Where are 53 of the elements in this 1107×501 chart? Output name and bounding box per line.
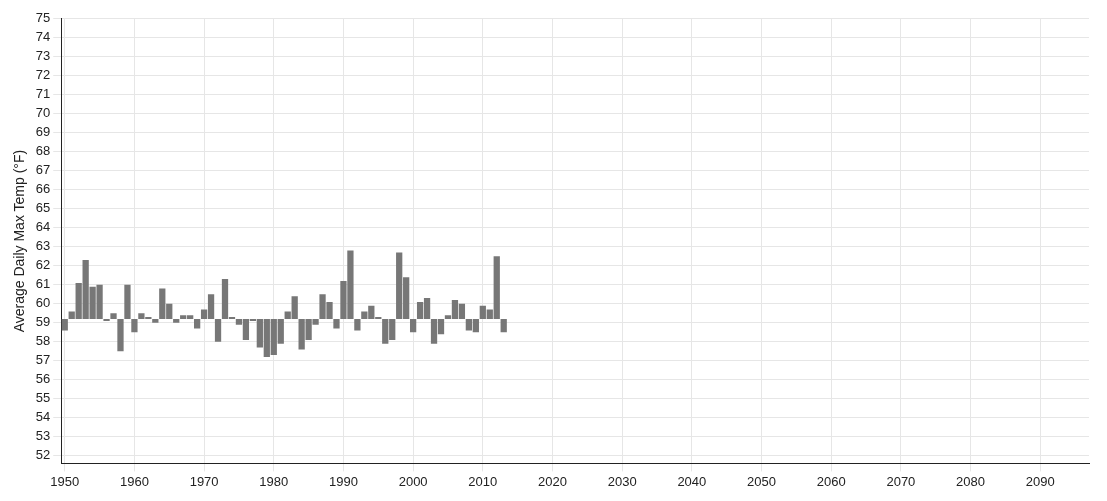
y-tick-label: 73 bbox=[35, 48, 51, 64]
x-tick-label: 2080 bbox=[956, 473, 986, 489]
x-tick-label: 2020 bbox=[538, 473, 567, 489]
x-tick-label: 1970 bbox=[189, 473, 219, 489]
y-tick-label: 70 bbox=[35, 105, 51, 121]
x-tick-label: 2090 bbox=[1025, 473, 1055, 489]
bar bbox=[333, 319, 340, 329]
bar bbox=[173, 319, 180, 323]
y-tick-label: 66 bbox=[35, 181, 51, 197]
y-tick-label: 55 bbox=[35, 390, 51, 406]
y-tick-label: 52 bbox=[35, 447, 51, 463]
bar bbox=[124, 284, 131, 319]
y-tick-label: 54 bbox=[35, 409, 51, 425]
x-tick-label: 1950 bbox=[50, 473, 80, 489]
y-axis-title: Average Daily Max Temp (°F) bbox=[11, 149, 28, 333]
bar bbox=[214, 319, 222, 342]
y-tick-label: 56 bbox=[35, 371, 51, 387]
y-tick-label: 69 bbox=[35, 124, 51, 140]
x-tick-label: 2060 bbox=[816, 473, 846, 489]
y-tick-label: 68 bbox=[35, 143, 51, 159]
y-tick-label: 63 bbox=[35, 238, 51, 254]
bar bbox=[410, 319, 417, 333]
bar bbox=[61, 319, 68, 331]
y-tick-label: 72 bbox=[35, 67, 51, 83]
bar bbox=[117, 319, 124, 352]
bar bbox=[500, 319, 507, 333]
y-tick-label: 61 bbox=[35, 276, 51, 292]
bar bbox=[131, 319, 138, 333]
y-tick-label: 71 bbox=[35, 86, 51, 102]
y-tick-label: 58 bbox=[35, 333, 51, 349]
x-tick-label: 2040 bbox=[677, 473, 707, 489]
x-tick-label: 1990 bbox=[328, 473, 358, 489]
y-tick-label: 59 bbox=[35, 314, 51, 330]
x-tick-label: 1980 bbox=[259, 473, 289, 489]
y-tick-label: 60 bbox=[35, 295, 51, 311]
y-tick-label: 57 bbox=[35, 352, 51, 368]
y-tick-label: 62 bbox=[35, 257, 51, 273]
bar bbox=[110, 313, 117, 319]
y-tick-label: 75 bbox=[35, 10, 51, 26]
y-tick-label: 65 bbox=[35, 200, 51, 216]
x-tick-label: 2070 bbox=[886, 473, 916, 489]
y-tick-label: 67 bbox=[35, 162, 51, 178]
x-tick-label: 2050 bbox=[747, 473, 776, 489]
y-tick-label: 74 bbox=[35, 29, 51, 45]
bar bbox=[354, 319, 361, 331]
bar bbox=[194, 319, 201, 329]
x-tick-label: 1960 bbox=[119, 473, 149, 489]
x-tick-label: 2000 bbox=[398, 473, 428, 489]
y-tick-label: 53 bbox=[35, 428, 51, 444]
x-tick-label: 2030 bbox=[607, 473, 637, 489]
y-tick-label: 64 bbox=[35, 219, 51, 235]
x-tick-label: 2010 bbox=[468, 473, 498, 489]
bar bbox=[152, 319, 159, 323]
